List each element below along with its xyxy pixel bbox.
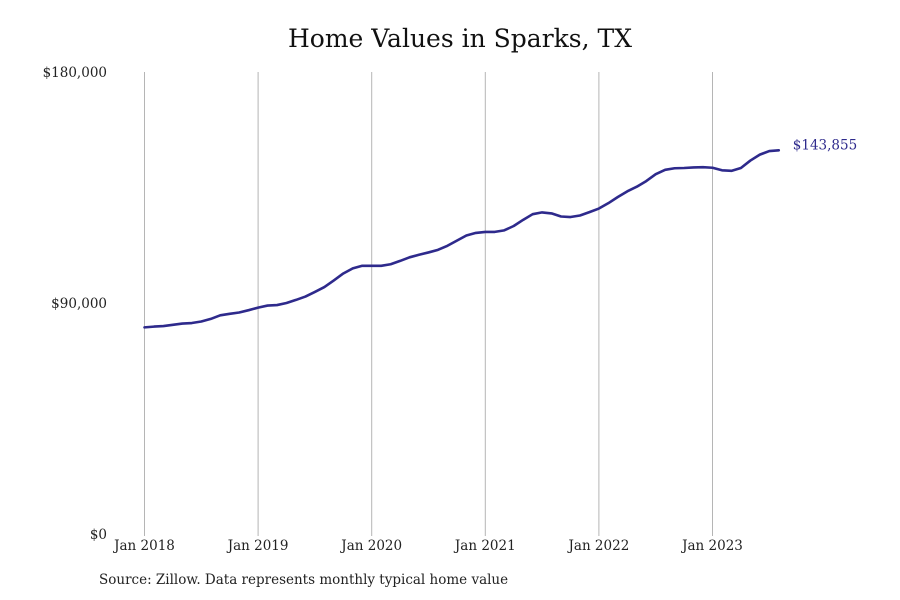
x-tick-label: Jan 2019 [226, 538, 289, 554]
y-tick-label: $0 [90, 527, 107, 543]
x-tick-label: Jan 2018 [112, 538, 175, 554]
x-tick-label: Jan 2022 [566, 538, 629, 554]
x-tick-label: Jan 2021 [453, 538, 516, 554]
chart-title: Home Values in Sparks, TX [287, 24, 632, 53]
series-line [143, 148, 781, 329]
x-axis-tick-labels: Jan 2018 Jan 2019 Jan 2020 Jan 2021 Jan 2022… [112, 538, 743, 554]
x-tick-label: Jan 2020 [339, 538, 402, 554]
x-tick-label: Jan 2023 [680, 538, 743, 554]
source-note: Source: Zillow. Data represents monthly … [99, 572, 509, 588]
end-value-label: $143,855 [793, 137, 857, 153]
y-tick-label: $90,000 [51, 296, 107, 312]
y-axis-tick-labels: $0 $90,000 $180,000 [43, 65, 107, 543]
y-tick-label: $180,000 [43, 65, 107, 81]
vertical-gridlines [144, 72, 713, 536]
series-layer: $143,855 [143, 137, 857, 329]
